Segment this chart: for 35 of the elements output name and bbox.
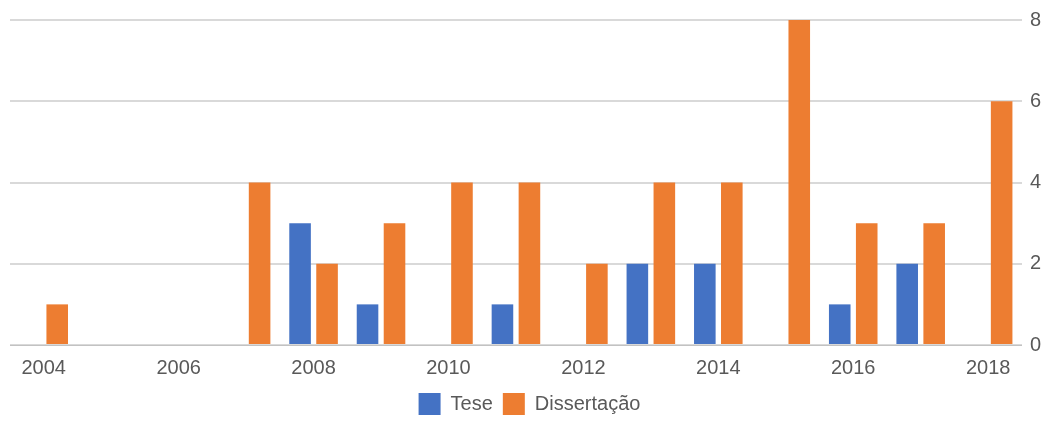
bar — [923, 223, 945, 344]
bar — [491, 304, 514, 344]
bar — [653, 182, 676, 344]
bar — [626, 263, 649, 344]
x-tick-label: 2012 — [561, 355, 606, 378]
bar — [356, 304, 379, 344]
bar — [896, 263, 918, 344]
bar — [46, 304, 69, 344]
bar — [990, 101, 1013, 344]
bar — [316, 263, 338, 344]
y-tick-label: 2 — [1029, 251, 1041, 274]
bar — [828, 304, 851, 344]
x-tick-label: 2018 — [965, 355, 1011, 378]
x-tick-label: 2004 — [21, 355, 66, 378]
x-tick-label: 2008 — [291, 355, 336, 378]
bar — [788, 20, 811, 344]
y-tick-label: 0 — [1029, 332, 1041, 355]
bar — [289, 223, 311, 344]
legend-label: Dissertação — [534, 391, 641, 414]
x-tick-label: 2006 — [156, 355, 201, 378]
x-tick-label: 2016 — [830, 355, 876, 378]
x-tick-label: 2014 — [696, 355, 741, 378]
bar — [855, 223, 878, 344]
bar — [694, 263, 716, 344]
bar — [383, 223, 406, 344]
bar — [586, 263, 608, 344]
bar — [721, 182, 743, 344]
bar — [518, 182, 541, 344]
x-tick-label: 2010 — [426, 355, 471, 378]
legend-label: Tese — [450, 391, 493, 414]
bar — [248, 182, 271, 344]
y-tick-label: 4 — [1029, 170, 1041, 193]
y-tick-label: 6 — [1029, 88, 1041, 111]
y-tick-label: 8 — [1029, 7, 1041, 30]
bar — [451, 182, 473, 344]
